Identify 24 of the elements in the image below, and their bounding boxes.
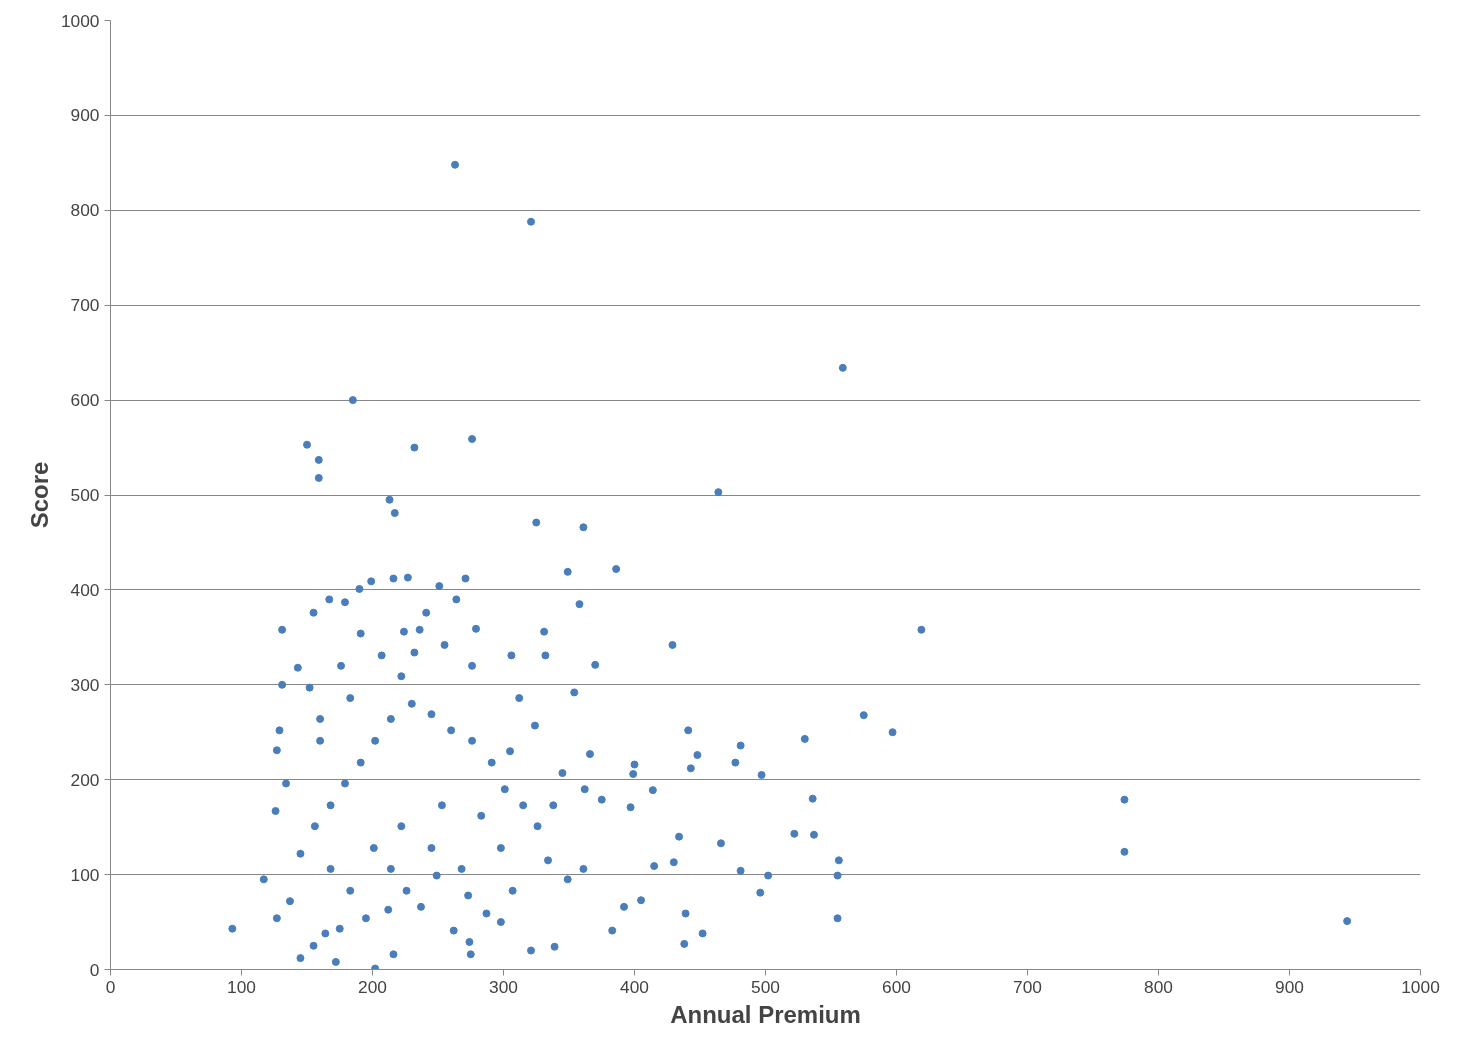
y-tick-label: 1000 [60, 10, 100, 31]
y-axis-title: Score [25, 461, 53, 529]
y-tick-label: 300 [70, 674, 100, 695]
x-tick-label: 100 [227, 976, 256, 997]
x-tick-label: 500 [751, 976, 780, 997]
y-tick-label: 800 [70, 200, 100, 221]
x-tick-label: 1000 [1401, 976, 1440, 997]
y-tick-label: 0 [89, 959, 100, 980]
y-tick-label: 100 [70, 864, 100, 885]
y-tick-label: 700 [70, 295, 100, 316]
y-tick-label: 500 [70, 485, 100, 505]
x-tick-label: 0 [105, 976, 116, 997]
y-tick-label: 200 [70, 769, 100, 790]
x-axis-title: Annual Premium [670, 1000, 861, 1028]
y-tick-label: 400 [70, 579, 100, 600]
x-tick-label: 200 [358, 976, 387, 997]
x-tick-label: 600 [882, 976, 911, 997]
x-tick-label: 800 [1144, 976, 1173, 997]
x-tick-label: 300 [489, 976, 518, 997]
y-tick-label: 600 [70, 390, 100, 411]
x-tick-label: 900 [1275, 976, 1304, 997]
y-tick-label: 900 [70, 105, 100, 126]
x-tick-label: 700 [1013, 976, 1042, 997]
x-tick-label: 400 [620, 976, 649, 997]
